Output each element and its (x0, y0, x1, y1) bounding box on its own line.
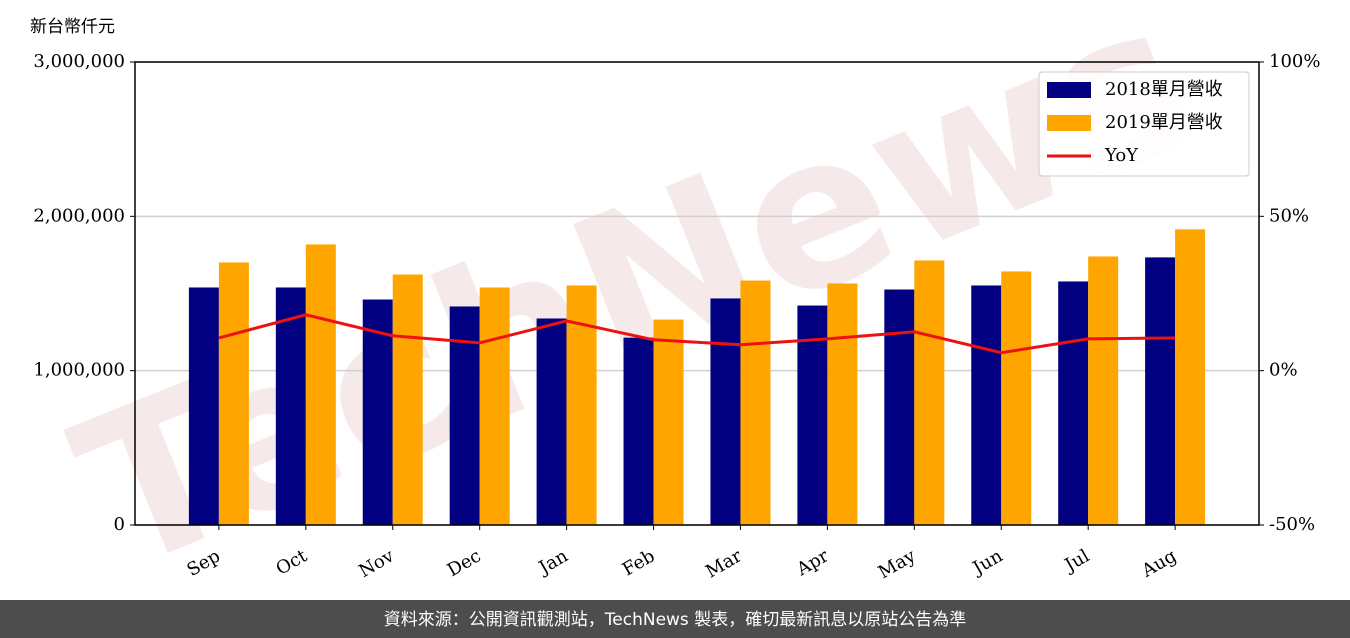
bar (218, 262, 249, 525)
bar (710, 298, 741, 525)
x-tick-label: Feb (619, 545, 659, 580)
bar (479, 287, 510, 525)
bar (362, 299, 393, 525)
bar (1088, 256, 1119, 525)
bar (884, 289, 915, 525)
x-tick-label: Mar (702, 545, 746, 582)
y2-tick-label: 50% (1269, 205, 1309, 226)
legend-box (1038, 71, 1250, 177)
x-tick-label: Apr (792, 545, 832, 580)
legend-label: 2019單月營收 (1105, 112, 1223, 133)
y-tick-label: 1,000,000 (33, 360, 125, 381)
bar (797, 305, 828, 525)
bar (623, 337, 654, 525)
y-tick-label: 3,000,000 (33, 51, 125, 72)
y2-tick-label: -50% (1269, 514, 1315, 535)
bar (305, 244, 336, 525)
bar (1145, 257, 1176, 525)
y2-tick-label: 100% (1269, 51, 1320, 72)
bar (392, 274, 423, 525)
y2-tick-label: 0% (1269, 360, 1298, 381)
x-tick-label: Nov (355, 545, 398, 582)
bar (536, 318, 567, 525)
plot-frame (134, 61, 1260, 526)
y-tick-label: 2,000,000 (33, 205, 125, 226)
bar (1058, 281, 1089, 525)
bar (653, 319, 684, 525)
legend-label: 2018單月營收 (1105, 79, 1223, 100)
x-tick-label: May (875, 545, 920, 583)
legend-label: YoY (1104, 145, 1139, 166)
bar (914, 260, 945, 525)
bar (1001, 271, 1032, 525)
bar (449, 306, 480, 525)
x-tick-label: Aug (1137, 545, 1180, 582)
x-tick-label: Jun (968, 545, 1007, 580)
x-tick-label: Dec (444, 545, 485, 581)
legend-swatch (1047, 115, 1091, 131)
y-axis-label: 新台幣仟元 (30, 17, 115, 37)
yoy-line (218, 313, 1176, 355)
x-tick-label: Jan (534, 545, 572, 579)
y-tick-label: 0 (114, 514, 125, 535)
bar (275, 287, 306, 525)
bar (971, 285, 1002, 525)
footer-bar (0, 600, 1350, 638)
legend-swatch (1047, 82, 1091, 98)
bar (188, 287, 219, 525)
footer-text: 資料來源：公開資訊觀測站，TechNews 製表，確切最新訊息以原站公告為準 (384, 610, 966, 630)
bar (827, 283, 858, 525)
bar (1175, 229, 1206, 525)
bar (740, 280, 771, 525)
x-tick-label: Jul (1060, 545, 1094, 577)
